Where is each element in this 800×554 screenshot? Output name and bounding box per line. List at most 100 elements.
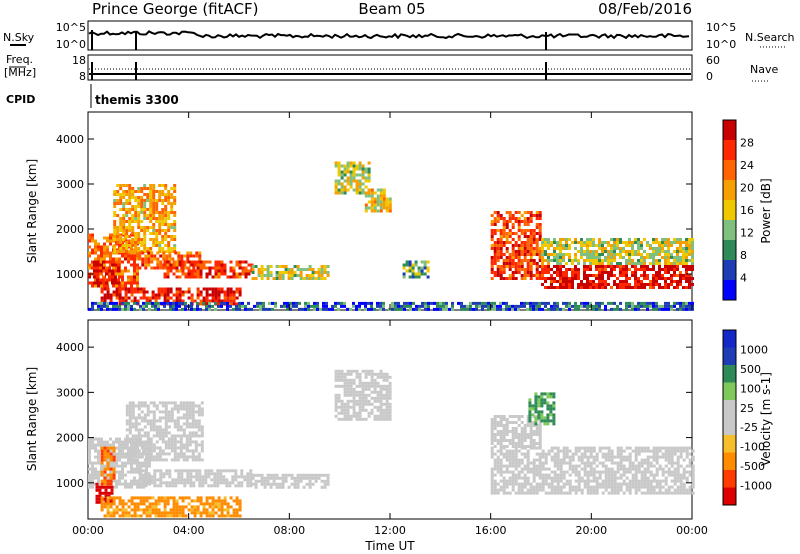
power-colorbar-tick-label: 12 [740, 227, 754, 240]
power-colorbar-tick-label: 24 [740, 159, 754, 172]
velocity-colorbar-tick-label: -1000 [740, 480, 772, 493]
velocity-echo-region [490, 446, 695, 495]
velocity-x-ticks: 00:00 04:00 08:00 12:00 16:00 20:00 00:00 [72, 320, 708, 537]
power-colorbar-label: Power [dB] [759, 178, 773, 243]
freq-left-tick-low: 8 [79, 70, 86, 83]
x-tick-label: 00:00 [676, 524, 708, 537]
power-colorbar-segment [723, 280, 736, 301]
velocity-colorbar-segment [723, 330, 736, 348]
velocity-echo-region [100, 496, 242, 518]
power-echo-region [93, 260, 120, 285]
power-colorbar-segment [723, 260, 736, 281]
velocity-echo-region [100, 446, 116, 486]
power-y-ticks: 1000 2000 3000 4000 [56, 133, 692, 281]
x-tick-label: 00:00 [72, 524, 104, 537]
velocity-colorbar-segment [723, 400, 736, 418]
x-axis-label: Time UT [364, 539, 415, 553]
power-colorbar-frame [722, 119, 737, 301]
cpid-program: themis 3300 [95, 93, 179, 107]
power-y-tick-label: 1000 [56, 268, 84, 281]
power-echo-region [100, 287, 242, 306]
velocity-colorbar-tick-label: -100 [740, 441, 765, 454]
power-echo-region [88, 301, 694, 311]
velocity-y-ticks: 1000 2000 3000 4000 [56, 341, 692, 490]
power-echo-region [334, 161, 371, 195]
beam-title: Beam 05 [358, 0, 425, 18]
freq-unit-label: [MHz] [4, 66, 36, 79]
power-colorbar-segment [723, 240, 736, 261]
power-panel: 1000 2000 3000 4000 Slant Range [km] 28 24 20… [25, 111, 773, 311]
power-y-tick-label: 3000 [56, 178, 84, 191]
velocity-echoes [88, 369, 695, 518]
velocity-echo-region [528, 392, 556, 426]
noise-left-tick-high: 10^5 [56, 21, 86, 34]
power-echo-region [364, 188, 392, 213]
velocity-colorbar-segment [723, 365, 736, 383]
noise-right-tick-high: 10^5 [706, 21, 736, 34]
power-colorbar-tick-label: 4 [740, 272, 747, 285]
velocity-echo-region [334, 369, 392, 421]
velocity-colorbar-segment [723, 435, 736, 453]
velocity-colorbar-segment [723, 347, 736, 366]
power-y-tick-label: 2000 [56, 223, 84, 236]
power-colorbar-segment [723, 140, 736, 161]
x-tick-label: 16:00 [475, 524, 507, 537]
power-echo-region [113, 184, 177, 253]
nave-label: Nave [750, 63, 778, 76]
velocity-colorbar-segment [723, 470, 736, 488]
velocity-colorbar-tick-label: -500 [740, 460, 765, 473]
power-colorbar-segment [723, 160, 736, 181]
power-x-ticks [87, 112, 693, 310]
noise-sky-trace [88, 30, 690, 40]
x-tick-label: 20:00 [575, 524, 607, 537]
velocity-colorbar: 1000 500 100 25 -25 -100 -500 -1000 [722, 329, 772, 506]
power-y-tick-label: 4000 [56, 133, 84, 146]
velocity-panel: 1000 2000 3000 4000 00:00 04:00 08:00 12:00 16:… [25, 319, 773, 553]
noise-panel: N.Sky 10^5 10^0 10^5 10^0 N.Search [3, 20, 795, 51]
power-colorbar-segment [723, 200, 736, 221]
frequency-panel-frame [87, 54, 693, 81]
velocity-colorbar-segment [723, 452, 736, 471]
noise-sky-label: N.Sky [3, 31, 35, 44]
power-echo-region [163, 260, 254, 279]
velocity-y-axis-label: Slant Range [km] [25, 367, 39, 471]
station-title: Prince George (fitACF) [92, 0, 258, 18]
power-colorbar-tick-label: 28 [740, 137, 754, 150]
power-colorbar-segment [723, 120, 736, 141]
velocity-y-tick-label: 2000 [56, 432, 84, 445]
cpid-label: CPID [6, 93, 35, 106]
velocity-echo-region [251, 473, 330, 489]
power-echoes [88, 161, 694, 311]
velocity-colorbar-tick-label: 100 [740, 382, 761, 395]
power-echo-region [402, 260, 430, 279]
power-echo-region [251, 265, 330, 280]
noise-right-tick-low: 10^0 [706, 38, 736, 51]
velocity-y-tick-label: 1000 [56, 477, 84, 490]
nave-right-tick-high: 60 [706, 54, 720, 67]
power-echo-region [490, 211, 542, 280]
freq-left-tick-high: 18 [72, 54, 86, 67]
velocity-echo-region [125, 401, 204, 462]
velocity-echo-region [490, 415, 542, 448]
velocity-y-tick-label: 4000 [56, 341, 84, 354]
velocity-colorbar-tick-label: 1000 [740, 343, 768, 356]
noise-search-label: N.Search [745, 31, 795, 44]
noise-left-tick-low: 10^0 [56, 38, 86, 51]
power-colorbar-segment [723, 180, 736, 201]
power-colorbar-tick-label: 16 [740, 204, 754, 217]
velocity-colorbar-frame [722, 329, 737, 506]
velocity-colorbar-segment [723, 487, 736, 506]
power-y-axis-label: Slant Range [km] [25, 159, 39, 263]
frequency-panel: Freq. [MHz] 18 8 60 0 Nave [4, 53, 778, 83]
velocity-colorbar-label: Velocity [m s-1] [759, 372, 773, 466]
x-tick-label: 04:00 [173, 524, 205, 537]
power-echo-region [541, 238, 694, 265]
velocity-colorbar-tick-label: 500 [740, 363, 761, 376]
velocity-colorbar-tick-label: 25 [740, 402, 754, 415]
power-colorbar-tick-label: 8 [740, 249, 747, 262]
x-tick-label: 12:00 [374, 524, 406, 537]
velocity-colorbar-segment [723, 382, 736, 401]
velocity-colorbar-tick-label: -25 [740, 421, 758, 434]
velocity-colorbar-segment [723, 417, 736, 436]
